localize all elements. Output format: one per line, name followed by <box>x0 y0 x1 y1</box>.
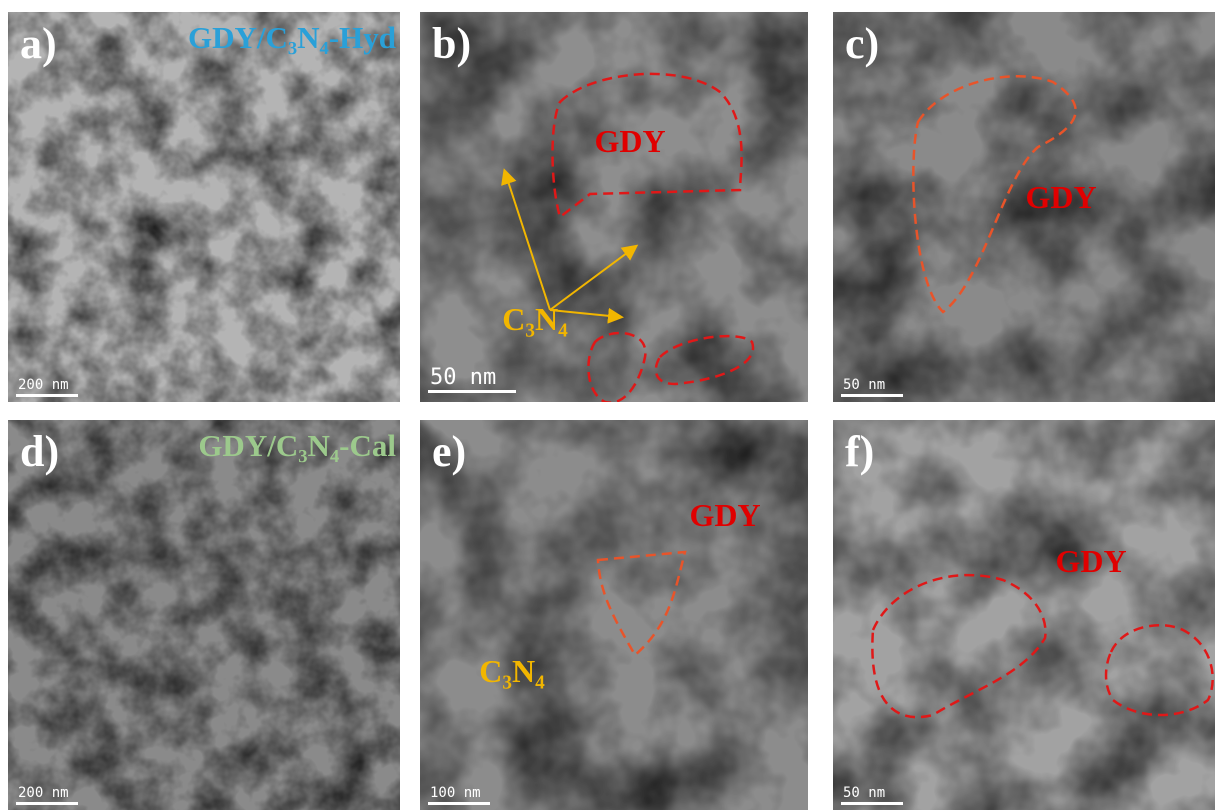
tem-panel: d) GDY/C₃N₄-Cal 200 nm <box>8 420 400 810</box>
scale-bar-label: 100 nm <box>430 785 481 801</box>
tem-panel: f) GDY 50 nm <box>833 420 1215 810</box>
panel-label: c) <box>845 19 879 68</box>
image-texture <box>8 12 400 402</box>
annotation: C₃N₄ <box>502 301 568 337</box>
scale-bar <box>16 394 78 397</box>
scale-bar-label: 50 nm <box>843 377 885 393</box>
annotation: GDY <box>1055 543 1126 579</box>
panel-label: d) <box>20 427 59 476</box>
panel-caption: GDY/C₃N₄-Cal <box>198 428 396 463</box>
scale-bar <box>16 802 78 805</box>
image-texture <box>8 420 400 810</box>
scale-bar <box>428 390 516 393</box>
scale-bar-label: 200 nm <box>18 785 69 801</box>
scale-bar-label: 200 nm <box>18 377 69 393</box>
scale-bar-label: 50 nm <box>843 785 885 801</box>
tem-panel: c) GDY 50 nm <box>833 12 1215 402</box>
panel-caption: GDY/C₃N₄-Hyd <box>188 20 396 55</box>
tem-panel: b) GDY C₃N₄ 50 nm <box>420 12 808 402</box>
image-texture <box>833 12 1215 402</box>
figure: a) GDY/C₃N₄-Hyd 200 nm b) GDY C₃N₄ 50 nm c) GDY 5… <box>0 0 1215 810</box>
panel-label: a) <box>20 19 57 68</box>
image-texture <box>420 12 808 402</box>
annotation: GDY <box>1025 179 1096 215</box>
scale-bar <box>841 394 903 397</box>
scale-bar <box>841 802 903 805</box>
panel-label: e) <box>432 427 466 476</box>
panel-label: f) <box>845 427 874 476</box>
image-texture <box>833 420 1215 810</box>
tem-panel: a) GDY/C₃N₄-Hyd 200 nm <box>8 12 400 402</box>
scale-bar <box>428 802 490 805</box>
annotation: C₃N₄ <box>479 653 545 689</box>
annotation: GDY <box>689 497 760 533</box>
tem-panel: e) GDY C₃N₄ 100 nm <box>420 420 808 810</box>
panel-label: b) <box>432 19 471 68</box>
annotation: GDY <box>594 123 665 159</box>
scale-bar-label: 50 nm <box>430 365 496 390</box>
